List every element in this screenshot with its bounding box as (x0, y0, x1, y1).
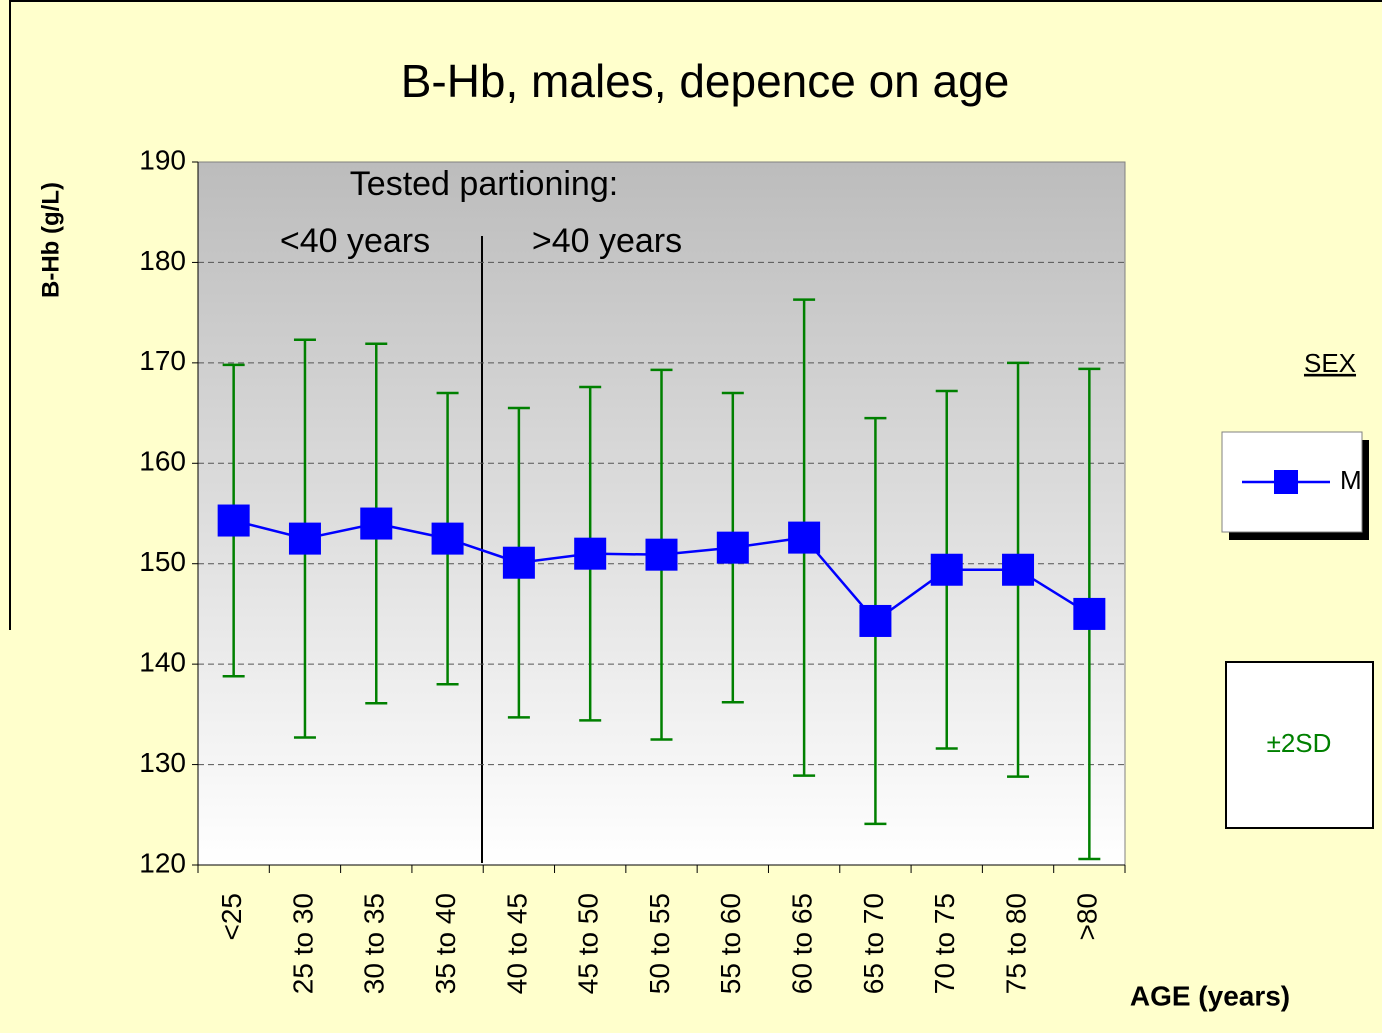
x-tick-label: 50 to 55 (644, 893, 675, 994)
marker (1002, 553, 1035, 586)
marker (502, 546, 535, 579)
x-tick-label: 40 to 45 (501, 893, 532, 994)
legend-label: ±2SD (1267, 728, 1332, 758)
marker (574, 537, 607, 570)
marker (360, 507, 393, 540)
y-tick-label: 150 (139, 546, 186, 577)
x-tick-label: 30 to 35 (359, 893, 390, 994)
marker (930, 553, 963, 586)
marker (217, 504, 250, 537)
annotation: Tested partioning: (350, 165, 618, 203)
annotation: <40 years (280, 222, 430, 260)
y-tick-label: 140 (139, 647, 186, 678)
x-tick-label: 45 to 50 (573, 893, 604, 994)
y-tick-label: 180 (139, 245, 186, 276)
legend-box (1225, 661, 1374, 829)
x-tick-label: 70 to 75 (929, 893, 960, 994)
legend-label: M (1340, 465, 1362, 495)
legend-marker (1274, 470, 1298, 494)
x-tick-label: <25 (216, 893, 247, 941)
marker (859, 604, 892, 637)
x-tick-label: >80 (1072, 893, 1103, 941)
y-tick-label: 130 (139, 747, 186, 778)
x-tick-label: 65 to 70 (858, 893, 889, 994)
y-tick-label: 170 (139, 345, 186, 376)
y-axis-label: B-Hb (g/L) (37, 182, 64, 298)
y-tick-label: 190 (139, 144, 186, 175)
marker (788, 521, 821, 554)
marker (716, 531, 749, 564)
annotation: >40 years (532, 222, 682, 260)
marker (431, 522, 464, 555)
marker (288, 522, 321, 555)
marker (645, 538, 678, 571)
y-tick-label: 160 (139, 446, 186, 477)
legend-title: SEX (1304, 348, 1356, 378)
x-tick-label: 75 to 80 (1000, 893, 1031, 994)
x-tick-label: 25 to 30 (287, 893, 318, 994)
x-tick-label: 35 to 40 (430, 893, 461, 994)
y-tick-label: 120 (139, 847, 186, 878)
x-tick-label: 55 to 60 (715, 893, 746, 994)
x-axis-label: AGE (years) (1130, 980, 1290, 1011)
chart-title: B-Hb, males, depence on age (401, 55, 1010, 107)
x-tick-label: 60 to 65 (787, 893, 818, 994)
marker (1073, 597, 1106, 630)
